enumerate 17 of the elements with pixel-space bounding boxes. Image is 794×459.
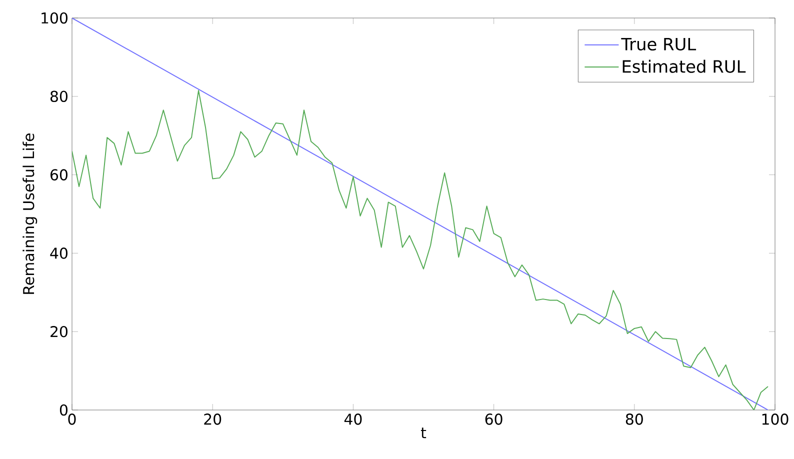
legend-label: True RUL (621, 38, 696, 51)
y-tick-label: 60 (50, 169, 68, 180)
line-series (72, 90, 768, 410)
x-tick-label: 0 (68, 414, 76, 425)
legend-label: Estimated RUL (622, 60, 746, 73)
x-tick-label: 80 (626, 414, 643, 425)
y-tick-label: 0 (60, 404, 68, 416)
y-axis-title: Remaining Useful Life (22, 134, 38, 294)
x-tick-label: 40 (344, 414, 362, 425)
y-tick-label: 80 (50, 90, 68, 102)
y-tick-label: 20 (50, 326, 68, 338)
x-tick-label: 20 (204, 414, 222, 425)
y-tick-label: 100 (42, 12, 68, 24)
y-tick-label: 40 (50, 248, 68, 259)
x-tick-label: 100 (762, 414, 788, 425)
x-axis-title: t (420, 428, 426, 438)
x-tick-label: 60 (485, 414, 502, 425)
